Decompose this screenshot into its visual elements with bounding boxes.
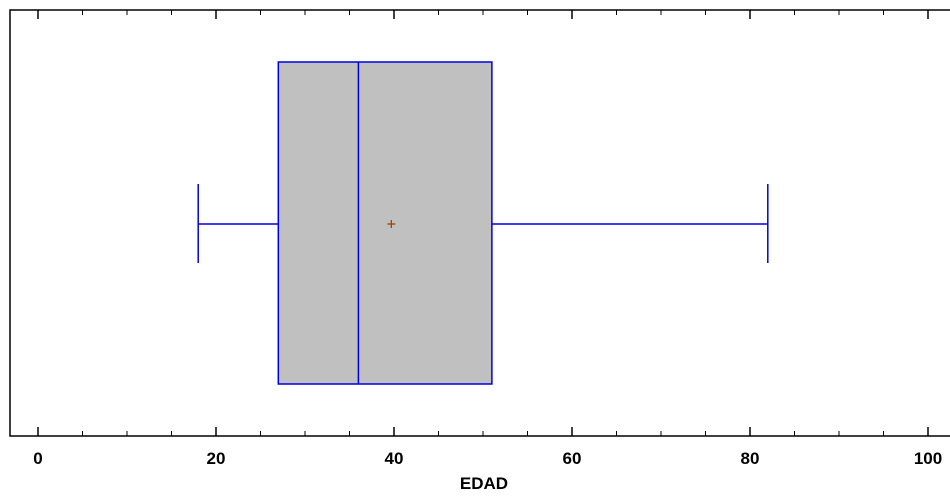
x-axis-title: EDAD	[460, 474, 508, 493]
x-tick-label: 60	[563, 449, 582, 468]
x-tick-label: 40	[385, 449, 404, 468]
x-tick-label: 100	[914, 449, 942, 468]
x-tick-label: 20	[207, 449, 226, 468]
x-tick-label: 80	[741, 449, 760, 468]
x-tick-labels: 0 20 40 60 80 100	[33, 449, 942, 468]
mean-marker	[387, 220, 396, 228]
bottom-ticks	[37, 427, 929, 436]
interquartile-box	[277, 61, 493, 385]
x-tick-label: 0	[33, 449, 42, 468]
top-ticks	[37, 10, 929, 19]
